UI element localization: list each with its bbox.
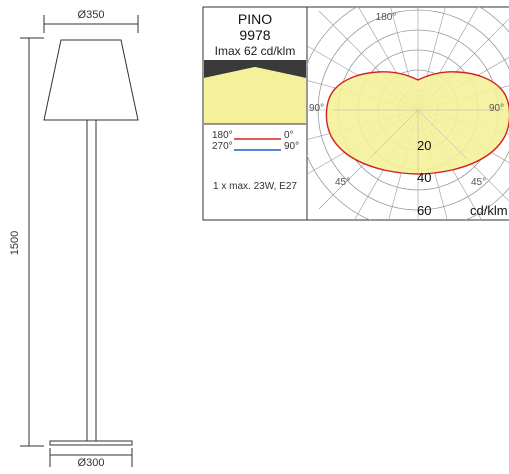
angle-label-90-right: 90° xyxy=(489,103,504,114)
polar-diagram xyxy=(307,7,509,220)
angle-label-45-left: 45° xyxy=(335,177,350,188)
base-diameter-label: Ø300 xyxy=(78,457,105,469)
polar-spokes-overlay xyxy=(333,109,503,174)
distribution-curve xyxy=(325,71,509,175)
model-name: PINO xyxy=(238,11,272,27)
lamp-drawing xyxy=(20,15,139,467)
light-direction-band xyxy=(204,60,306,78)
angle-label-90-left: 90° xyxy=(309,103,324,114)
angle-label-180: 180° xyxy=(376,12,397,23)
spoke-overlay-225 xyxy=(369,109,419,159)
lamp-spec: 1 x max. 23W, E27 xyxy=(213,181,297,192)
ring-label-60: 60 xyxy=(417,203,431,218)
lamp-base xyxy=(49,440,133,446)
lamp-shade xyxy=(43,39,139,121)
light-distribution-fill xyxy=(204,67,306,124)
ring-label-20: 20 xyxy=(417,138,431,153)
imax-label: Imax 62 cd/klm xyxy=(215,44,296,58)
unit-label: cd/klm xyxy=(470,203,508,218)
legend-blue-left: 270° xyxy=(212,141,233,152)
ring-label-40: 40 xyxy=(417,170,431,185)
model-code: 9978 xyxy=(239,27,270,43)
angle-label-45-right: 45° xyxy=(471,177,486,188)
top-diameter-label: Ø350 xyxy=(78,9,105,21)
legend-red-left: 180° xyxy=(212,130,233,141)
lamp-pole xyxy=(86,119,97,443)
info-panel: PINO 9978 Imax 62 cd/klm 180° 0° 270° 90… xyxy=(202,6,308,221)
height-label: 1500 xyxy=(9,231,21,255)
spoke-overlay-135 xyxy=(417,109,467,159)
legend-red-right: 0° xyxy=(284,130,294,141)
legend-blue-right: 90° xyxy=(284,141,299,152)
